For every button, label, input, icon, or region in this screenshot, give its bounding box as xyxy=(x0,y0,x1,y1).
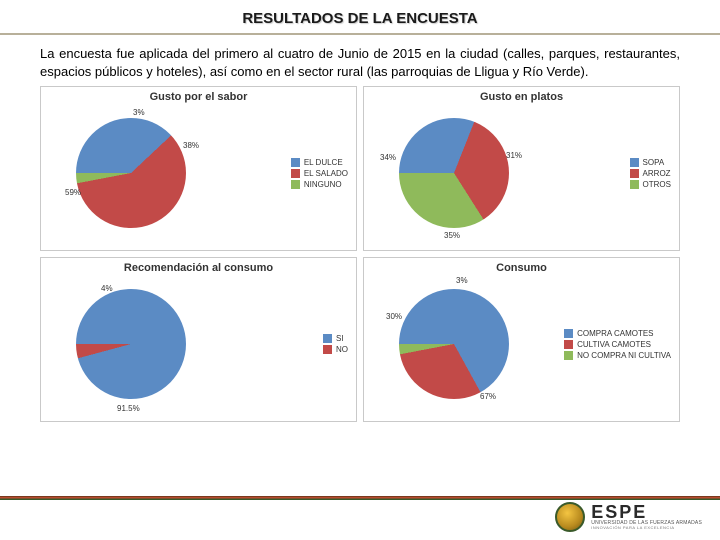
legend-item: SOPA xyxy=(630,158,671,167)
chart-title: Gusto por el sabor xyxy=(41,91,356,103)
legend-item: NO xyxy=(323,345,348,354)
legend-swatch-icon xyxy=(564,329,573,338)
legend-label: EL DULCE xyxy=(304,158,343,167)
chart-title: Recomendación al consumo xyxy=(41,262,356,274)
chart-panel: Gusto en platos 34% 31% 35% SOPA ARROZ OTROS xyxy=(363,86,680,251)
pie-data-label: 91.5% xyxy=(117,404,140,413)
chart-body: 4% 91.5% SI NO xyxy=(41,274,356,414)
chart-panel: Consumo 3% 30% 67% COMPRA CAMOTES CULTIVA CAM… xyxy=(363,257,680,422)
legend-item: EL DULCE xyxy=(291,158,348,167)
legend-label: SOPA xyxy=(643,158,665,167)
legend-item: NO COMPRA NI CULTIVA xyxy=(564,351,671,360)
legend-swatch-icon xyxy=(630,180,639,189)
legend-swatch-icon xyxy=(291,158,300,167)
logo-name: ESPE xyxy=(591,503,702,521)
pie-data-label: 3% xyxy=(133,108,145,117)
legend-label: NO xyxy=(336,345,348,354)
legend-label: NINGUNO xyxy=(304,180,342,189)
logo-text: ESPE UNIVERSIDAD DE LAS FUERZAS ARMADAS … xyxy=(591,503,702,531)
page-title: RESULTADOS DE LA ENCUESTA xyxy=(0,10,720,27)
logo-sub2: INNOVACIÓN PARA LA EXCELENCIA xyxy=(591,526,702,531)
legend-item: COMPRA CAMOTES xyxy=(564,329,671,338)
legend-swatch-icon xyxy=(630,169,639,178)
pie-data-label: 59% xyxy=(65,188,81,197)
pie-data-label: 3% xyxy=(456,276,468,285)
pie-chart xyxy=(76,289,186,399)
pie-chart xyxy=(399,289,509,399)
footer-band xyxy=(0,496,720,500)
pie-data-label: 4% xyxy=(101,284,113,293)
legend-label: CULTIVA CAMOTES xyxy=(577,340,651,349)
chart-legend: EL DULCE EL SALADO NINGUNO xyxy=(291,156,348,191)
legend-item: NINGUNO xyxy=(291,180,348,189)
page-header: RESULTADOS DE LA ENCUESTA xyxy=(0,0,720,35)
legend-label: COMPRA CAMOTES xyxy=(577,329,653,338)
chart-panel: Recomendación al consumo 4% 91.5% SI NO xyxy=(40,257,357,422)
chart-panel: Gusto por el sabor 3% 38% 59% EL DULCE EL SAL… xyxy=(40,86,357,251)
pie-wrap: 3% 38% 59% xyxy=(61,103,201,243)
legend-swatch-icon xyxy=(564,340,573,349)
pie-data-label: 67% xyxy=(480,392,496,401)
pie-data-label: 35% xyxy=(444,231,460,240)
legend-item: ARROZ xyxy=(630,169,671,178)
pie-wrap: 4% 91.5% xyxy=(61,274,201,414)
chart-title: Gusto en platos xyxy=(364,91,679,103)
espe-shield-icon xyxy=(555,502,585,532)
chart-body: 34% 31% 35% SOPA ARROZ OTROS xyxy=(364,103,679,243)
legend-swatch-icon xyxy=(630,158,639,167)
legend-swatch-icon xyxy=(291,169,300,178)
pie-wrap: 34%31%35% xyxy=(384,103,524,243)
legend-item: EL SALADO xyxy=(291,169,348,178)
charts-grid: Gusto por el sabor 3% 38% 59% EL DULCE EL SAL… xyxy=(0,86,720,422)
legend-label: NO COMPRA NI CULTIVA xyxy=(577,351,671,360)
legend-swatch-icon xyxy=(323,334,332,343)
chart-body: 3% 38% 59% EL DULCE EL SALADO NINGUNO xyxy=(41,103,356,243)
legend-label: ARROZ xyxy=(643,169,671,178)
legend-swatch-icon xyxy=(291,180,300,189)
pie-wrap: 3% 30% 67% xyxy=(384,274,524,414)
legend-item: SI xyxy=(323,334,348,343)
footer-logo: ESPE UNIVERSIDAD DE LAS FUERZAS ARMADAS … xyxy=(555,502,702,532)
chart-legend: SI NO xyxy=(323,332,348,356)
pie-data-label: 34% xyxy=(380,153,396,162)
page-footer: ESPE UNIVERSIDAD DE LAS FUERZAS ARMADAS … xyxy=(0,482,720,540)
intro-text: La encuesta fue aplicada del primero al … xyxy=(0,35,720,86)
chart-legend: COMPRA CAMOTES CULTIVA CAMOTES NO COMPRA N… xyxy=(564,327,671,362)
legend-item: OTROS xyxy=(630,180,671,189)
pie-data-label: 30% xyxy=(386,312,402,321)
pie-data-label: 31% xyxy=(506,151,522,160)
legend-label: OTROS xyxy=(643,180,671,189)
legend-label: EL SALADO xyxy=(304,169,348,178)
legend-label: SI xyxy=(336,334,344,343)
legend-swatch-icon xyxy=(323,345,332,354)
pie-data-label: 38% xyxy=(183,141,199,150)
pie-chart xyxy=(399,118,509,228)
chart-title: Consumo xyxy=(364,262,679,274)
legend-swatch-icon xyxy=(564,351,573,360)
legend-item: CULTIVA CAMOTES xyxy=(564,340,671,349)
pie-chart xyxy=(76,118,186,228)
chart-legend: SOPA ARROZ OTROS xyxy=(630,156,671,191)
chart-body: 3% 30% 67% COMPRA CAMOTES CULTIVA CAMOTES NO … xyxy=(364,274,679,414)
